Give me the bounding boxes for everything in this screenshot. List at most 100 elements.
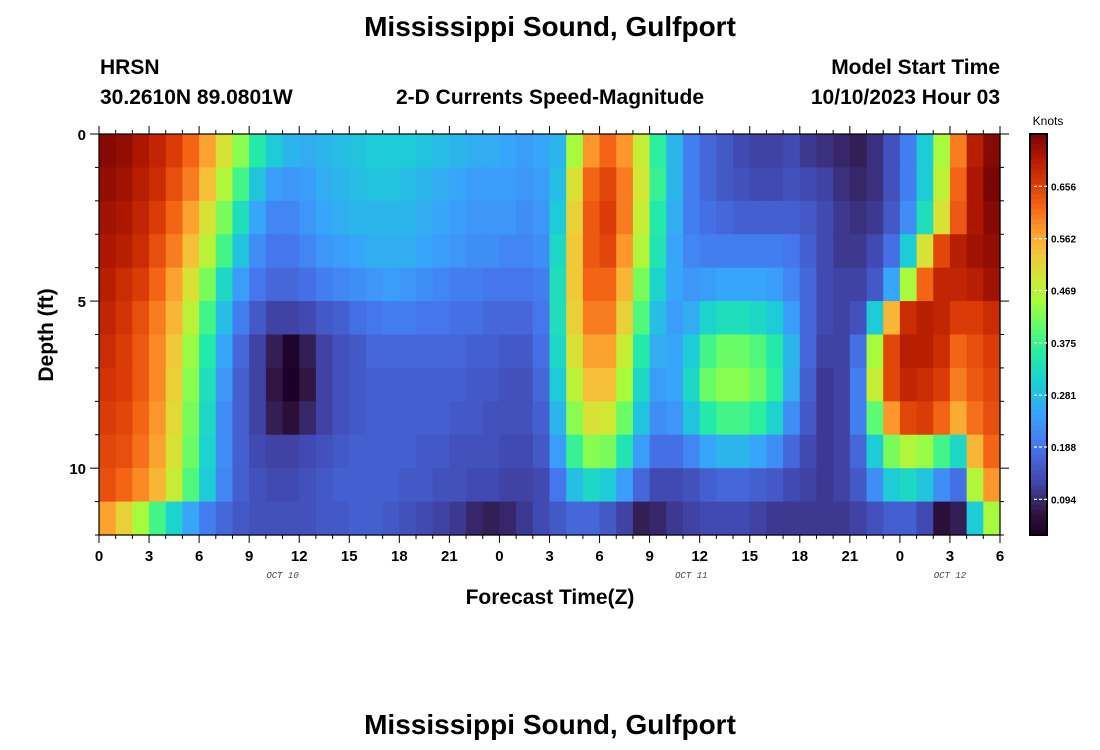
heatmap-cell — [616, 401, 634, 436]
heatmap-cell — [733, 200, 751, 235]
heatmap-cell — [666, 334, 684, 369]
heatmap-cell — [132, 468, 150, 503]
heatmap-cell — [716, 468, 734, 503]
heatmap-cell — [332, 200, 350, 235]
heatmap-cell — [232, 401, 250, 436]
heatmap-cell — [833, 267, 851, 302]
heatmap-cell — [215, 267, 234, 302]
heatmap-cell — [749, 267, 768, 302]
heatmap-cell — [399, 501, 417, 536]
heatmap-cell — [399, 367, 417, 402]
heatmap-cell — [249, 200, 267, 235]
heatmap-cell — [265, 434, 284, 469]
heatmap-cell — [165, 234, 184, 269]
heatmap-cell — [249, 334, 267, 369]
heatmap-cell — [399, 334, 417, 369]
heatmap-cell — [582, 401, 601, 436]
heatmap-cell — [699, 267, 717, 302]
heatmap-cell — [599, 301, 617, 336]
heatmap-cell — [749, 334, 768, 369]
heatmap-cell — [966, 267, 984, 302]
heatmap-cell — [399, 468, 417, 503]
heatmap-cell — [766, 401, 784, 436]
heatmap-cell — [949, 134, 968, 169]
heatmap-cell — [816, 234, 834, 269]
heatmap-cell — [432, 134, 450, 169]
heatmap-cell — [783, 200, 801, 235]
heatmap-cell — [766, 367, 784, 402]
heatmap-cell — [315, 401, 334, 436]
heatmap-cell — [499, 401, 517, 436]
colorbar-step — [1030, 309, 1047, 316]
heatmap-cell — [632, 401, 651, 436]
heatmap-cell — [833, 401, 851, 436]
heatmap-cell — [99, 134, 117, 169]
heatmap-cell — [949, 401, 968, 436]
heatmap-cell — [365, 468, 384, 503]
heatmap-cell — [466, 501, 484, 536]
heatmap-cell — [416, 334, 434, 369]
model-start-label: Model Start Time — [831, 56, 1000, 79]
heatmap-cell — [733, 367, 751, 402]
heatmap-cell — [666, 234, 684, 269]
colorbar-step — [1030, 399, 1047, 406]
heatmap-cell — [566, 501, 584, 536]
colorbar-step — [1030, 429, 1047, 436]
heatmap-cell — [115, 167, 133, 202]
heatmap-cell — [532, 200, 551, 235]
heatmap-cell — [282, 167, 300, 202]
heatmap-cell — [332, 367, 350, 402]
heatmap-cell — [649, 267, 667, 302]
heatmap-cell — [199, 334, 217, 369]
heatmap-cell — [916, 367, 934, 402]
heatmap-cell — [799, 334, 818, 369]
x-tick-label: 12 — [691, 548, 708, 565]
heatmap-cell — [833, 434, 851, 469]
heatmap-cell — [783, 468, 801, 503]
heatmap-cell — [215, 234, 234, 269]
x-date-label: OCT 12 — [934, 571, 967, 581]
heatmap-cell — [299, 501, 317, 536]
heatmap-cell — [349, 334, 367, 369]
colorbar-step — [1030, 414, 1047, 421]
heatmap-cell — [416, 167, 434, 202]
heatmap-cell — [816, 401, 834, 436]
heatmap-cell — [149, 434, 167, 469]
model-start-value: 10/10/2023 Hour 03 — [810, 86, 1000, 109]
heatmap-cell — [315, 434, 334, 469]
heatmap-cell — [232, 434, 250, 469]
heatmap-cell — [499, 267, 517, 302]
heatmap-cell — [783, 434, 801, 469]
heatmap-cell — [199, 434, 217, 469]
heatmap-cell — [249, 234, 267, 269]
heatmap-cell — [115, 468, 133, 503]
heatmap-cell — [833, 501, 851, 536]
x-tick-label: 0 — [896, 548, 904, 565]
heatmap-cell — [699, 434, 717, 469]
heatmap-cell — [315, 468, 334, 503]
heatmap-cell — [899, 501, 918, 536]
colorbar-step — [1030, 354, 1047, 361]
heatmap-cell — [115, 200, 133, 235]
heatmap-cell — [282, 301, 300, 336]
heatmap-cell — [749, 468, 768, 503]
heatmap-cell — [132, 200, 150, 235]
heatmap-cell — [299, 200, 317, 235]
heatmap-cell — [149, 367, 167, 402]
colorbar-step — [1030, 339, 1047, 346]
colorbar-step — [1030, 434, 1047, 441]
colorbar-step — [1030, 364, 1047, 371]
heatmap-cell — [265, 367, 284, 402]
heatmap-cell — [766, 200, 784, 235]
heatmap-cell — [566, 267, 584, 302]
heatmap-cell — [332, 134, 350, 169]
heatmap-cell — [866, 301, 884, 336]
colorbar-step — [1030, 134, 1047, 140]
heatmap-cell — [449, 367, 467, 402]
heatmap-cell — [666, 301, 684, 336]
heatmap-cell — [983, 501, 1001, 536]
colorbar-step — [1030, 189, 1047, 195]
heatmap-cell — [466, 434, 484, 469]
heatmap-cell — [382, 334, 400, 369]
